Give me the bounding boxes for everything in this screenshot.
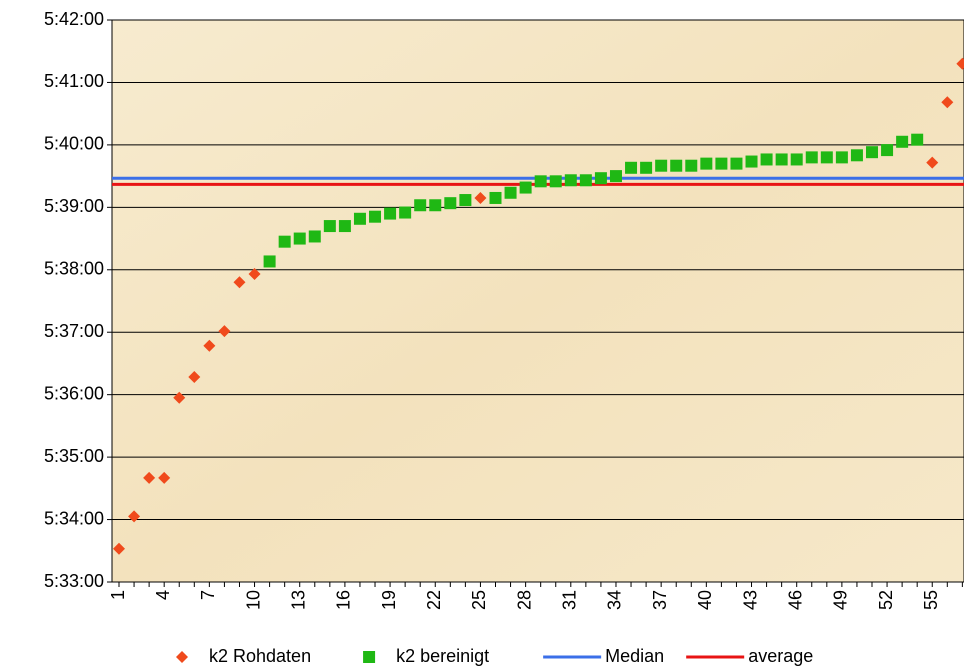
- point: [549, 175, 562, 188]
- point: [323, 220, 336, 233]
- point: [926, 156, 939, 169]
- point: [474, 191, 487, 204]
- legend-marker: [363, 651, 376, 663]
- x-tick-label: 22: [424, 590, 444, 610]
- point: [384, 207, 397, 220]
- x-tick-label: 46: [785, 590, 805, 610]
- point: [820, 151, 833, 164]
- x-tick-label: 34: [605, 590, 625, 610]
- x-tick-label: 1: [108, 590, 128, 600]
- x-tick-label: 25: [469, 590, 489, 610]
- point: [369, 210, 382, 223]
- x-tick-label: 19: [379, 590, 399, 610]
- point: [640, 161, 653, 174]
- y-tick-label: 5:35:00: [44, 446, 104, 466]
- point: [293, 232, 306, 245]
- x-tick-label: 13: [288, 590, 308, 610]
- point: [956, 57, 964, 70]
- point: [188, 370, 201, 383]
- x-tick-label: 43: [740, 590, 760, 610]
- y-tick-label: 5:39:00: [44, 196, 104, 216]
- x-tick-label: 7: [198, 590, 218, 600]
- point: [173, 391, 186, 404]
- x-tick-label: 28: [514, 590, 534, 610]
- y-tick-label: 5:34:00: [44, 508, 104, 528]
- point: [459, 194, 472, 207]
- x-tick-label: 37: [650, 590, 670, 610]
- point: [338, 220, 351, 233]
- point: [218, 325, 231, 338]
- point: [489, 191, 502, 204]
- point: [353, 212, 366, 225]
- point: [685, 159, 698, 172]
- point: [444, 197, 457, 210]
- point: [414, 199, 427, 212]
- point: [775, 153, 788, 166]
- point: [564, 174, 577, 187]
- point: [143, 471, 156, 484]
- x-tick-label: 16: [334, 590, 354, 610]
- point: [113, 542, 125, 555]
- x-tick-label: 49: [831, 590, 851, 610]
- y-tick-label: 5:41:00: [44, 71, 104, 91]
- point: [805, 151, 818, 164]
- point: [233, 276, 246, 289]
- point: [700, 157, 713, 170]
- legend-label: Median: [605, 646, 664, 666]
- point: [534, 175, 547, 188]
- point: [399, 206, 412, 219]
- point: [745, 155, 758, 168]
- point: [850, 149, 863, 162]
- y-tick-label: 5:33:00: [44, 571, 104, 591]
- point: [790, 153, 803, 166]
- point: [655, 159, 668, 172]
- point: [594, 172, 607, 185]
- x-tick-label: 10: [243, 590, 263, 610]
- point: [911, 133, 924, 146]
- point: [519, 181, 532, 194]
- x-tick-label: 52: [876, 590, 896, 610]
- point: [263, 255, 276, 268]
- y-tick-label: 5:42:00: [44, 9, 104, 29]
- point: [896, 135, 909, 148]
- point: [579, 174, 592, 187]
- point: [866, 146, 878, 159]
- point: [128, 510, 141, 523]
- plot-layer: 5:33:00 5:34:00 5:35:00 5:36:00 5:37:00 5:38:…: [44, 9, 964, 666]
- y-tick-label: 5:38:00: [44, 259, 104, 279]
- legend-label: k2 Rohdaten: [209, 646, 311, 666]
- point: [835, 151, 848, 164]
- plot-area: [111, 19, 964, 583]
- legend-label: average: [748, 646, 813, 666]
- point: [429, 199, 442, 212]
- point: [203, 339, 216, 352]
- y-tick-label: 5:37:00: [44, 321, 104, 341]
- point: [941, 96, 954, 109]
- y-tick-label: 5:40:00: [44, 134, 104, 154]
- point: [625, 161, 638, 174]
- point: [248, 267, 261, 280]
- x-tick-label: 31: [560, 590, 580, 610]
- x-tick-label: 40: [695, 590, 715, 610]
- point: [715, 157, 728, 170]
- point: [308, 230, 321, 243]
- point: [760, 153, 773, 166]
- point: [670, 159, 683, 172]
- y-tick-label: 5:36:00: [44, 383, 104, 403]
- point: [609, 170, 622, 183]
- point: [730, 157, 743, 170]
- point: [881, 144, 894, 157]
- point: [158, 471, 171, 484]
- x-tick-label: 4: [153, 590, 173, 600]
- point: [504, 186, 517, 199]
- x-tick-label: 55: [921, 590, 941, 610]
- legend-label: k2 bereinigt: [396, 646, 489, 666]
- point: [278, 235, 291, 248]
- legend-marker: [176, 651, 188, 663]
